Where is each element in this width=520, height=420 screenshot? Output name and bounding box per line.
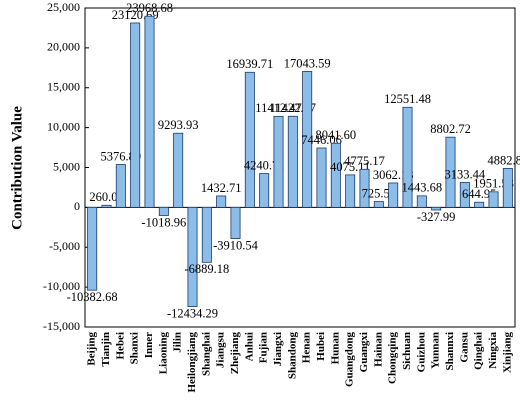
x-tick-label: Hubei: [315, 332, 327, 361]
x-tick-label: Sichuan: [401, 332, 413, 370]
value-label: 17043.59: [284, 56, 331, 70]
bar: [187, 206, 198, 307]
bar: [115, 164, 126, 208]
x-tick-label: Hebei: [114, 332, 126, 360]
bar: [158, 206, 169, 216]
x-tick-label: Jiangsu: [215, 332, 227, 368]
bar: [402, 106, 413, 208]
value-label: -10382.68: [67, 290, 118, 304]
x-tick-label: Hunan: [329, 332, 341, 364]
x-tick-label: Inner: [143, 332, 155, 358]
value-label: 4882.82: [488, 153, 520, 167]
bar: [373, 201, 384, 208]
value-label: -12434.29: [167, 306, 218, 320]
value-label: 8802.72: [430, 122, 471, 136]
y-tick-label: 15,000: [47, 80, 80, 94]
bar: [201, 206, 212, 263]
bar: [431, 206, 442, 211]
x-tick-label: Shandong: [286, 332, 298, 380]
y-tick-label: 25,000: [47, 0, 80, 14]
bar: [474, 201, 485, 208]
bar: [345, 174, 356, 208]
bar: [359, 168, 370, 208]
value-label: 644.95: [462, 187, 496, 201]
x-tick-label: Heilongjiang: [186, 332, 198, 393]
value-label: -327.99: [417, 210, 456, 224]
y-axis-label: Contribution Value: [9, 106, 25, 230]
y-tick-label: -15,000: [43, 319, 80, 333]
x-tick-label: Shannxi: [444, 332, 456, 371]
y-tick-label: -5,000: [49, 239, 80, 253]
value-label: 725.59: [362, 186, 396, 200]
bar: [459, 181, 470, 208]
value-label: -6889.18: [184, 262, 229, 276]
x-tick-label: Yunnan: [430, 332, 442, 369]
x-tick-label: Xinjiang: [501, 332, 513, 373]
bar: [101, 204, 112, 208]
bar: [502, 168, 513, 208]
y-tick-label: 20,000: [47, 40, 80, 54]
y-tick-label: 5,000: [53, 159, 80, 173]
bar: [259, 173, 270, 208]
bar: [445, 136, 456, 208]
x-tick-label: Beijing: [86, 332, 98, 366]
bar: [144, 15, 155, 208]
x-tick-label: Ningxia: [487, 332, 499, 369]
x-tick-label: Gansu: [458, 332, 470, 363]
value-label: 16939.71: [226, 57, 273, 71]
x-tick-label: Hainan: [372, 332, 384, 367]
value-label: 11412.47: [255, 101, 301, 115]
value-label: 260.02: [89, 190, 123, 204]
bar: [216, 195, 227, 208]
x-tick-label: Guangdong: [344, 332, 356, 388]
x-tick-label: Jilin: [172, 332, 184, 353]
x-tick-label: Tianjin: [100, 332, 112, 367]
value-label: 3133.44: [445, 167, 486, 181]
bar: [316, 147, 327, 208]
x-tick-label: Chongqing: [387, 332, 399, 384]
x-tick-label: Shanghai: [200, 332, 212, 376]
x-tick-label: Guizhou: [415, 332, 427, 372]
bar: [488, 191, 499, 208]
value-label: 8041.60: [316, 128, 357, 142]
bar: [302, 71, 313, 208]
x-tick-label: Qinghai: [473, 332, 485, 370]
bar: [244, 71, 255, 208]
value-label: 4775.17: [344, 154, 385, 168]
value-label: -3910.54: [213, 238, 259, 252]
x-tick-label: Zhejiang: [229, 332, 241, 375]
y-tick-label: -10,000: [43, 279, 80, 293]
x-tick-label: Shanxi: [129, 332, 141, 364]
bar: [416, 195, 427, 208]
x-tick-label: Henan: [301, 332, 313, 363]
x-tick-label: Jiangxi: [272, 332, 284, 366]
bar: [173, 132, 184, 208]
x-tick-label: Liaoning: [157, 332, 169, 375]
x-tick-label: Guangxi: [358, 332, 370, 372]
bar: [287, 115, 298, 208]
value-label: 9293.93: [158, 118, 199, 132]
bar: [273, 115, 284, 208]
bar: [230, 206, 241, 239]
value-label: 1443.68: [402, 181, 443, 195]
y-tick-label: 10,000: [47, 119, 80, 133]
value-label: 12551.48: [384, 92, 431, 106]
y-tick-label: 0: [74, 199, 80, 213]
bar: [130, 22, 141, 208]
bar: [330, 142, 341, 208]
x-tick-label: Anhui: [243, 332, 255, 361]
bar: [87, 206, 98, 291]
x-tick-label: Fujian: [258, 332, 270, 363]
bar: [388, 182, 399, 208]
value-label: 1432.71: [201, 181, 242, 195]
value-label: -1018.96: [141, 215, 186, 229]
value-label: 23968.68: [126, 1, 173, 15]
